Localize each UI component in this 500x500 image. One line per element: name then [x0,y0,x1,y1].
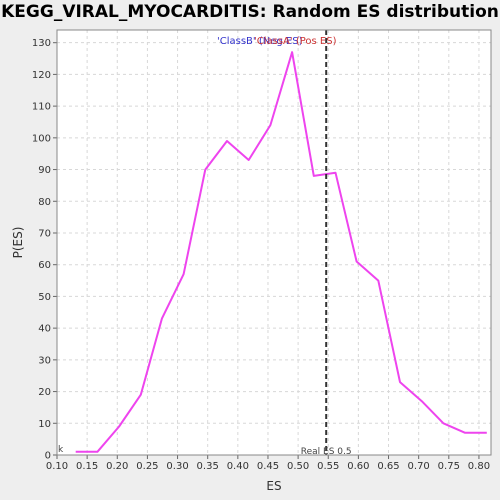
legend-entry-classa: 'ClassA' (Pos ES) [254,36,337,47]
y-tick-label: 40 [38,324,51,335]
y-tick-label: 130 [32,38,51,49]
y-axis-label: P(ES) [11,227,25,259]
x-tick-label: 0.50 [287,461,309,472]
y-tick-label: 50 [38,292,51,303]
series-line [75,51,487,453]
y-tick-label: 80 [38,197,51,208]
x-tick-label: 0.30 [166,461,188,472]
real-es-label: Real ES 0.5 [301,447,352,457]
x-tick-label: 0.65 [377,461,399,472]
y-tick-label: 120 [32,70,51,81]
corner-label: k [58,445,64,455]
y-tick-label: 20 [38,387,51,398]
y-tick-label: 100 [32,133,51,144]
x-tick-label: 0.55 [317,461,339,472]
x-tick-label: 0.25 [136,461,158,472]
x-tick-label: 0.45 [257,461,279,472]
x-tick-label: 0.35 [197,461,219,472]
chart-title: KEGG_VIRAL_MYOCARDITIS: Random ES distri… [1,2,499,22]
y-tick-label: 90 [38,165,51,176]
y-tick-label: 60 [38,260,51,271]
y-tick-label: 110 [32,102,51,113]
axis-layer: 0 10 20 30 40 50 60 70 80 90 100 110 120 130 0.10 0.15 0… [32,29,492,472]
x-tick-label: 0.40 [227,461,249,472]
x-tick-label: 0.15 [76,461,98,472]
legend-entry-classb: 'ClassB' (Neg ES) [217,36,303,47]
series-layer [75,51,487,453]
y-tick-label: 10 [38,419,51,430]
y-tick-label: 30 [38,355,51,366]
x-axis-label: ES [266,479,281,493]
legend: 'ClassB' (Neg ES) 'ClassA' (Pos ES) [217,36,337,47]
x-tick-label: 0.75 [438,461,460,472]
x-tick-label: 0.10 [46,461,68,472]
plot-frame [56,29,492,456]
x-tick-label: 0.80 [468,461,490,472]
x-tick-label: 0.60 [347,461,369,472]
x-tick-label: 0.70 [408,461,430,472]
y-tick-label: 0 [45,451,51,462]
x-tick-label: 0.20 [106,461,128,472]
y-tick-label: 70 [38,228,51,239]
